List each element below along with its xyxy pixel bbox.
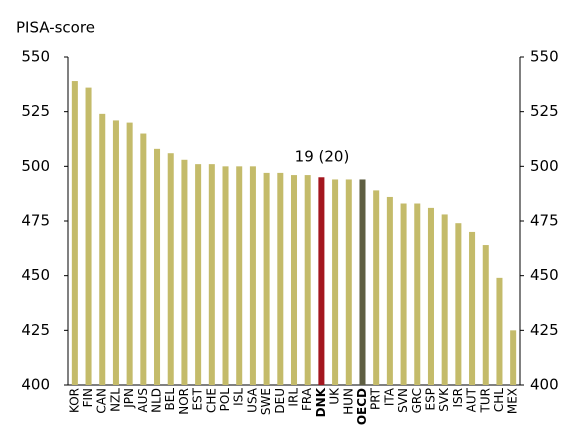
x-tick-label: FRA — [300, 387, 314, 411]
bar — [126, 122, 133, 385]
bar — [290, 175, 298, 385]
bar — [482, 245, 489, 385]
x-tick-label: GRC — [410, 388, 424, 413]
x-tick-label: NLD — [150, 388, 164, 413]
x-tick-label: EST — [191, 387, 205, 410]
bar — [140, 133, 147, 385]
bar — [345, 179, 352, 385]
x-tick-label: NOR — [177, 388, 191, 415]
x-tick-label: IRL — [287, 388, 301, 407]
y-tick-label: 450 — [21, 266, 50, 284]
x-tick-label: KOR — [67, 388, 81, 413]
y-tick-label: 475 — [21, 212, 50, 230]
bar — [181, 159, 188, 385]
bar — [277, 172, 284, 385]
bar — [249, 166, 256, 385]
x-tick-label: SVK — [437, 387, 451, 412]
bar — [427, 207, 434, 385]
x-tick-label: ESP — [423, 388, 437, 410]
annotation: 19 (20) — [295, 148, 350, 166]
y-tick-label: 425 — [21, 321, 50, 339]
x-tick-label: JPN — [122, 388, 136, 409]
bar — [400, 203, 407, 385]
y2-tick-label: 525 — [530, 102, 559, 120]
bar — [455, 223, 462, 385]
bar — [112, 120, 119, 385]
bar — [373, 190, 380, 385]
bar — [263, 172, 270, 385]
x-tick-label: MEX — [506, 388, 520, 414]
x-tick-label: DEU — [273, 388, 287, 414]
bar — [236, 166, 243, 385]
x-tick-label: ISL — [232, 388, 246, 406]
x-tick-label: SWE — [259, 388, 273, 415]
bar — [510, 330, 517, 385]
x-tick-label: ITA — [382, 387, 396, 406]
bar — [318, 177, 325, 385]
y-tick-label: 500 — [21, 157, 50, 175]
x-tick-label: FIN — [81, 388, 95, 407]
bar — [195, 164, 202, 385]
x-tick-label: CHE — [204, 388, 218, 413]
bar — [71, 81, 78, 385]
x-tick-label: HUN — [341, 388, 355, 415]
bar — [99, 113, 106, 385]
bar — [154, 148, 161, 385]
x-tick-label: ISR — [451, 388, 465, 408]
y2-tick-label: 500 — [530, 157, 559, 175]
y-tick-label: 525 — [21, 102, 50, 120]
x-tick-label: SVN — [396, 388, 410, 413]
bar — [441, 214, 448, 385]
x-tick-label: OECD — [355, 388, 369, 425]
y-axis-label: PISA-score — [16, 19, 95, 37]
x-tick-label: AUT — [465, 387, 479, 412]
bar — [167, 153, 174, 385]
x-tick-label: BEL — [163, 388, 177, 411]
y2-tick-label: 425 — [530, 321, 559, 339]
bar — [332, 179, 339, 385]
x-tick-label: UK — [328, 387, 342, 405]
x-tick-label: AUS — [136, 388, 150, 413]
x-tick-label: PRT — [369, 387, 383, 410]
x-tick-label: CHL — [492, 388, 506, 412]
y2-tick-label: 450 — [530, 266, 559, 284]
x-tick-label: NZL — [108, 388, 122, 412]
bar — [85, 87, 92, 385]
y2-tick-label: 475 — [530, 212, 559, 230]
y2-tick-label: 550 — [530, 48, 559, 66]
bar — [469, 231, 476, 385]
bar — [208, 164, 215, 385]
bar — [304, 175, 311, 385]
bar — [222, 166, 229, 385]
x-tick-label: CAN — [95, 388, 109, 414]
y-tick-label: 400 — [21, 376, 50, 394]
y2-tick-label: 400 — [530, 376, 559, 394]
bar — [386, 196, 393, 385]
bar — [496, 277, 503, 385]
x-tick-label: USA — [245, 387, 259, 413]
x-tick-label: TUR — [478, 388, 492, 413]
bar — [359, 179, 366, 385]
x-tick-label: DNK — [314, 387, 328, 417]
x-tick-label: POL — [218, 388, 232, 412]
y-tick-label: 550 — [21, 48, 50, 66]
bar — [414, 203, 421, 385]
